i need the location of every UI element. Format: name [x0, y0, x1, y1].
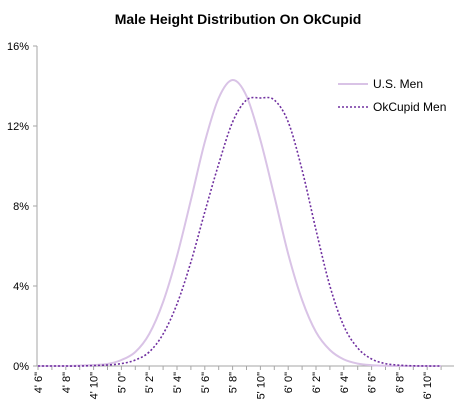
x-tick-label: 5' 4" [172, 372, 184, 393]
x-tick-label: 4' 8" [61, 372, 73, 393]
series-layer [38, 79, 442, 368]
x-tick-label: 5' 0" [116, 372, 128, 393]
series-line-0 [38, 79, 442, 368]
x-tick-label: 4' 6" [33, 372, 45, 393]
x-tick-label: 6' 6" [367, 372, 379, 393]
y-tick-label: 0% [13, 361, 29, 373]
y-tick-label: 12% [7, 121, 29, 133]
legend-label: OkCupid Men [373, 100, 446, 114]
series-line-1 [38, 96, 442, 367]
x-tick-label: 5' 8" [228, 372, 240, 393]
x-tick-label: 4' 10" [89, 372, 101, 400]
x-tick-label: 5' 6" [200, 372, 212, 393]
x-tick-label: 5' 2" [144, 372, 156, 393]
x-tick-label: 6' 0" [283, 372, 295, 393]
x-tick-label: 6' 10" [422, 372, 434, 400]
x-tick-label: 6' 2" [311, 372, 323, 393]
legend: U.S. Men OkCupid Men [338, 77, 446, 114]
chart-title: Male Height Distribution On OkCupid [115, 11, 362, 27]
y-tick-label: 4% [13, 281, 29, 293]
x-tick-label: 5' 10" [255, 372, 267, 400]
legend-label: U.S. Men [373, 77, 423, 91]
x-tick-label: 6' 8" [394, 372, 406, 393]
x-axis-ticks: 4' 6" 4' 8" 4' 10" 5' 0" 5' 2" 5' 4" 5' 6" 5' 8… [33, 366, 442, 400]
y-tick-label: 8% [13, 201, 29, 213]
y-tick-label: 16% [7, 41, 29, 53]
x-tick-label: 6' 4" [339, 372, 351, 393]
y-axis-ticks: 0% 4% 8% 12% 16% [7, 41, 37, 373]
